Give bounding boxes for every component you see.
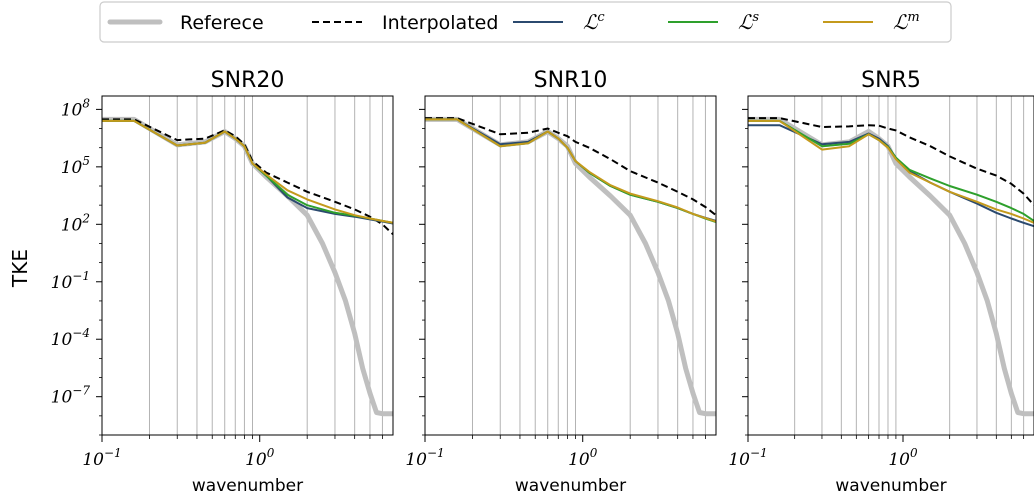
legend-item-reference: Referece — [107, 12, 264, 34]
panel-snr10: SNR10 10−1 100 wavenumber — [405, 68, 717, 496]
legend-label-interpolated: Interpolated — [382, 12, 498, 34]
x-axis: 10−1 100 wavenumber — [82, 435, 383, 496]
legend-item-interpolated: Interpolated — [312, 12, 498, 34]
y-tick-label: 105 — [61, 154, 90, 178]
x-tick-label: 100 — [888, 446, 918, 470]
y-tick-label: 10−7 — [51, 384, 91, 408]
y-axis — [419, 108, 425, 436]
axes-frame — [424, 95, 717, 436]
x-tick-label: 10−1 — [82, 446, 121, 470]
x-axis-label: wavenumber — [515, 476, 626, 496]
x-axis: 10−1 100 wavenumber — [405, 435, 706, 496]
panel-title: SNR5 — [861, 68, 921, 93]
axes-frame — [747, 95, 1034, 436]
series-reference-line — [425, 116, 716, 417]
vertical-gridlines — [794, 96, 1025, 435]
series-interpolated-line — [102, 118, 393, 236]
series-group — [425, 116, 716, 417]
y-tick-label: 102 — [61, 211, 90, 235]
series-lm-line — [748, 119, 1034, 224]
panel-snr5: SNR5 10−1 100 wavenumber — [728, 68, 1034, 496]
vertical-gridlines — [471, 96, 706, 435]
series-reference-line — [748, 116, 1034, 417]
series-lm-line — [102, 119, 393, 224]
y-tick-label: 108 — [61, 96, 91, 120]
series-group — [748, 116, 1034, 417]
series-group — [102, 116, 393, 417]
series-lc-line — [748, 124, 1034, 228]
y-tick-label: 10−4 — [51, 326, 90, 350]
series-lm-line — [425, 118, 716, 223]
series-interpolated-line — [748, 117, 1034, 206]
x-tick-label: 100 — [245, 446, 275, 470]
y-axis — [742, 108, 748, 436]
x-axis-label: wavenumber — [835, 476, 946, 496]
x-tick-label: 100 — [568, 446, 598, 470]
series-reference-line — [102, 116, 393, 417]
panel-title: SNR20 — [211, 68, 285, 93]
vertical-gridlines — [148, 96, 383, 435]
legend: Referece Interpolated ℒc ℒs ℒm — [99, 1, 952, 43]
y-axis-label: TKE — [8, 249, 32, 288]
x-axis-label: wavenumber — [192, 476, 303, 496]
y-tick-label: 10−1 — [51, 269, 90, 293]
axes-frame — [101, 95, 394, 436]
series-ls-line — [748, 119, 1034, 222]
legend-label-reference: Referece — [180, 12, 264, 34]
y-axis: 108 105 102 10−1 10−4 10−7 — [51, 96, 102, 436]
x-axis: 10−1 100 wavenumber — [728, 435, 1025, 496]
x-tick-label: 10−1 — [405, 446, 444, 470]
x-tick-label: 10−1 — [728, 446, 767, 470]
panel-title: SNR10 — [534, 68, 608, 93]
series-interpolated-line — [425, 117, 716, 216]
